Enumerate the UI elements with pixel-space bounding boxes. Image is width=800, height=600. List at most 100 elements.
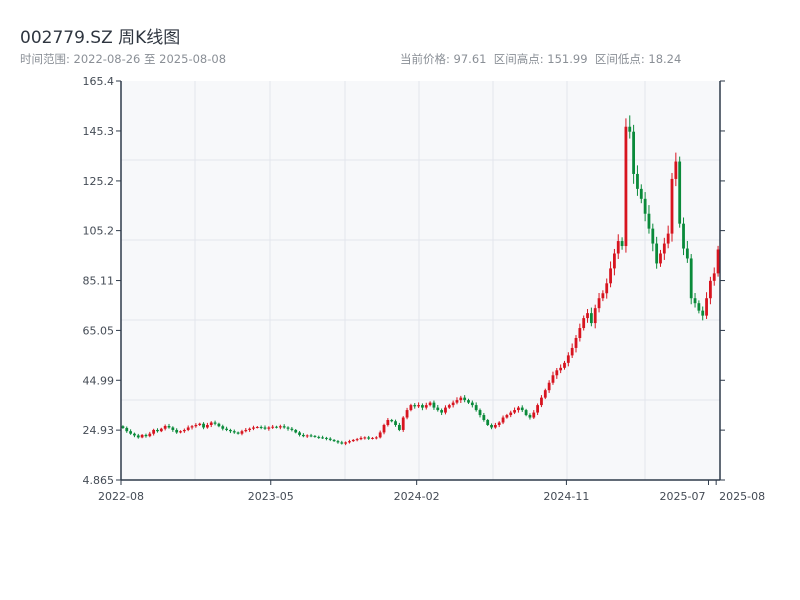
candle-body (278, 426, 282, 428)
candle-body (417, 405, 420, 407)
candle-body (340, 442, 344, 444)
candle-body (374, 437, 378, 439)
candle-body (240, 431, 244, 434)
candle-body (252, 427, 255, 429)
candle-body (267, 427, 271, 429)
candle-body (628, 126, 632, 132)
y-tick-label: 85.11 (83, 275, 115, 288)
candle-body (186, 427, 190, 430)
candle-body (501, 417, 505, 423)
candle-body (593, 308, 597, 324)
candle-body (693, 298, 697, 304)
y-tick-label: 125.2 (83, 175, 115, 188)
candle-body (198, 423, 202, 425)
candle-body (662, 243, 666, 254)
candle-body (190, 426, 194, 428)
candle-body (144, 434, 148, 437)
candle-body (244, 429, 248, 432)
candle-body (655, 243, 659, 264)
candle-body (589, 313, 593, 324)
candle-body (325, 437, 328, 439)
candle-body (148, 433, 152, 437)
candle-body (182, 429, 186, 432)
candle-body (371, 437, 374, 439)
candle-body (232, 431, 236, 433)
candle-body (428, 402, 432, 406)
candle-body (586, 313, 589, 319)
candle-body (397, 424, 401, 430)
candle-body (344, 442, 348, 444)
candle-body (582, 318, 586, 329)
candle-body (609, 268, 612, 284)
candle-body (171, 427, 175, 430)
candle-body (156, 429, 159, 432)
candle-body (332, 439, 336, 442)
candle-body (685, 248, 689, 259)
candle-body (459, 397, 463, 401)
chart-title: 002779.SZ 周K线图 (20, 28, 181, 48)
y-tick-label: 165.4 (83, 75, 115, 88)
candle-body (532, 412, 536, 418)
candle-body (321, 437, 324, 439)
candle-body (202, 423, 205, 428)
candle-body (367, 437, 371, 439)
candle-body (363, 437, 367, 439)
candle-body (490, 424, 493, 428)
candle-body (355, 439, 359, 441)
candle-body (566, 355, 570, 363)
candle-body (486, 420, 490, 425)
candle-body (712, 273, 716, 281)
candle-body (125, 427, 129, 432)
candle-body (282, 426, 286, 428)
candle-body (336, 441, 340, 443)
candle-body (513, 410, 516, 413)
date-range: 时间范围: 2022-08-26 至 2025-08-08 (20, 52, 227, 66)
candle-body (382, 424, 386, 433)
candle-body (678, 161, 682, 224)
candle-body (551, 375, 555, 383)
candle-body (328, 438, 332, 440)
candle-body (163, 425, 167, 429)
candle-body (205, 424, 209, 428)
y-tick-label: 145.3 (83, 125, 115, 138)
candle-body (701, 310, 705, 316)
candle-body (597, 298, 601, 309)
candle-body (474, 405, 478, 411)
y-tick-label: 44.99 (83, 374, 115, 387)
candle-body (394, 421, 397, 425)
candle-body (229, 429, 232, 432)
x-tick-label: 2022-08 (98, 490, 144, 503)
candle-body (447, 405, 451, 408)
candle-body (674, 161, 678, 179)
candle-body (121, 426, 125, 428)
candle-body (670, 178, 674, 234)
candle-body (543, 390, 547, 398)
candle-body (133, 433, 136, 436)
x-tick-label: 2024-11 (543, 490, 589, 503)
candle-body (136, 435, 140, 438)
x-tick-label: 2024-02 (394, 490, 440, 503)
candle-body (547, 382, 551, 391)
y-tick-label: 24.93 (83, 424, 115, 437)
candle-body (643, 198, 647, 214)
candle-body (578, 328, 582, 338)
candle-body (236, 432, 240, 434)
candle-body (517, 407, 520, 411)
candle-body (225, 428, 228, 430)
candle-body (309, 435, 313, 437)
candle-body (524, 410, 528, 416)
candle-body (401, 417, 405, 430)
candle-body (378, 432, 382, 438)
candle-body (493, 424, 497, 428)
y-tick-label: 65.05 (83, 324, 115, 337)
candle-body (716, 249, 720, 274)
candle-body (613, 253, 616, 269)
candle-body (213, 422, 217, 424)
candle-body (305, 435, 309, 437)
candle-body (616, 241, 620, 254)
candle-body (509, 412, 513, 416)
y-tick-label: 4.865 (83, 474, 115, 487)
candle-body (705, 298, 708, 316)
candle-body (563, 362, 566, 368)
